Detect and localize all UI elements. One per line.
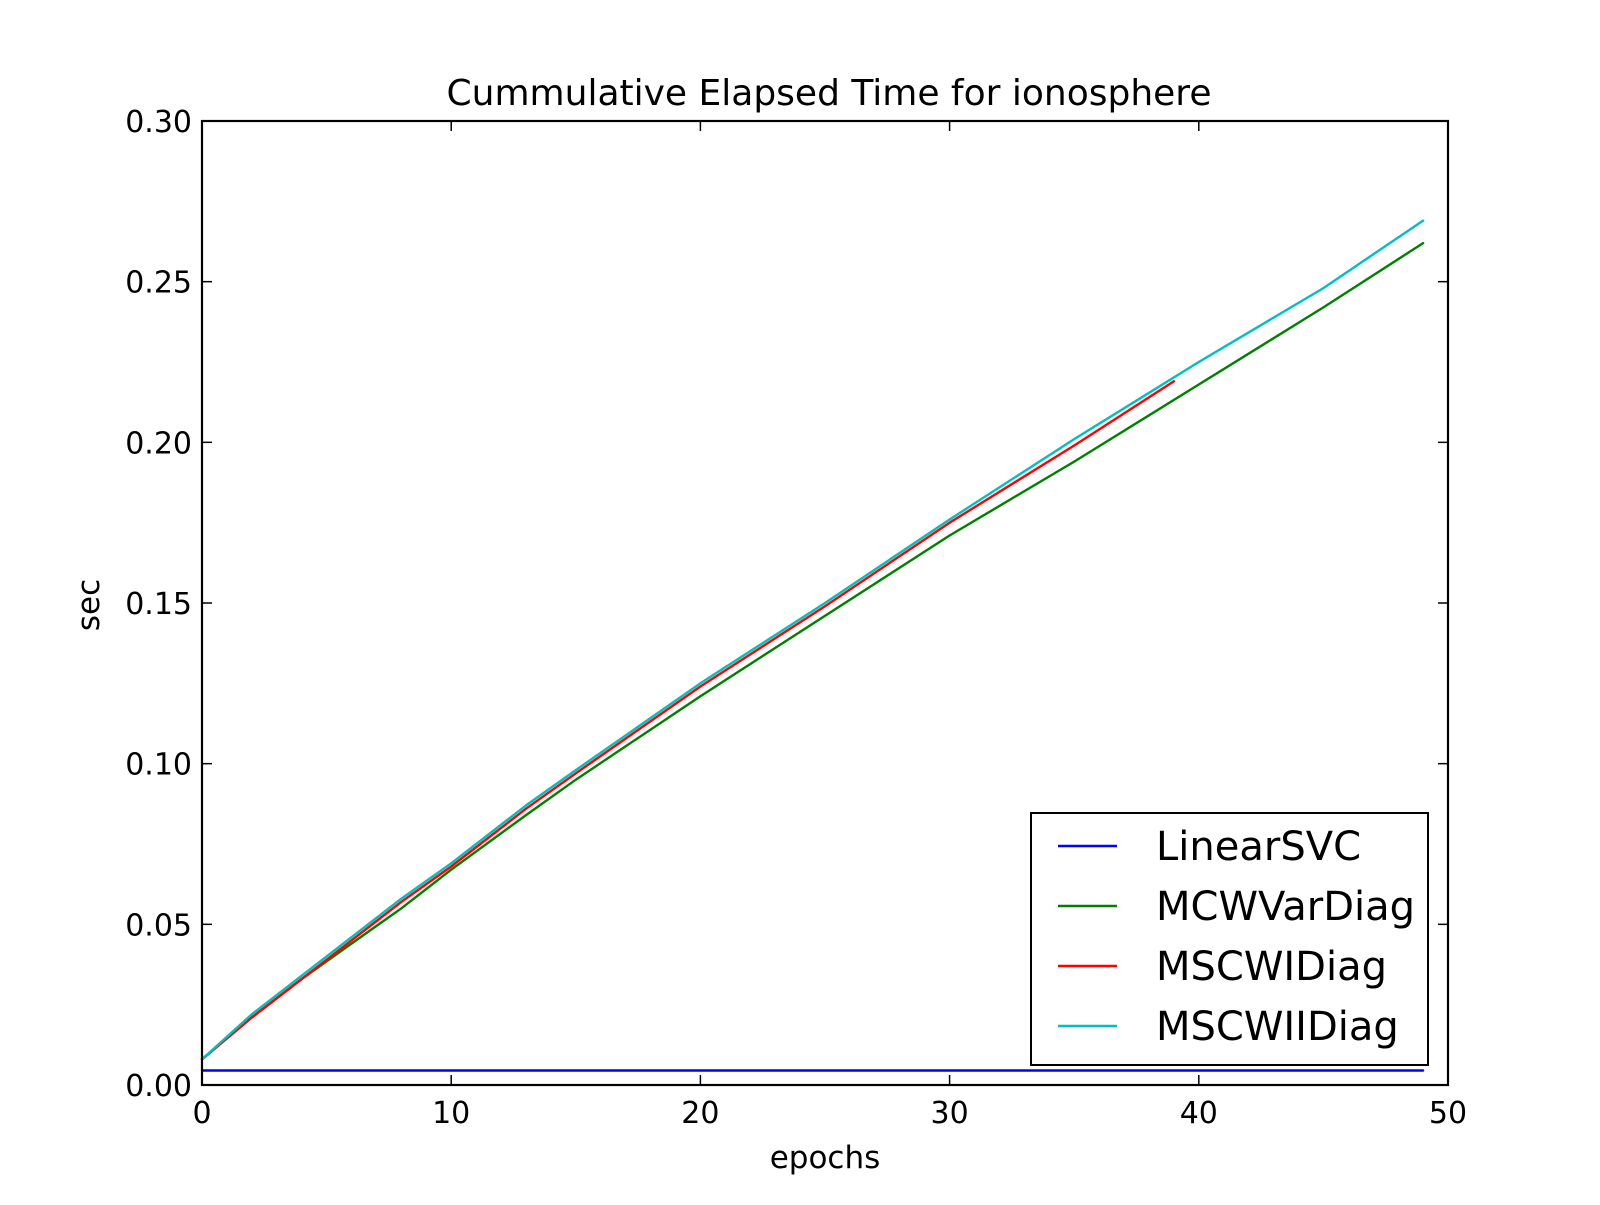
legend-label: MCWVarDiag [1156, 884, 1415, 930]
y-tick-label: 0.05 [125, 908, 192, 943]
chart-title: Cummulative Elapsed Time for ionosphere [447, 73, 1212, 114]
y-tick-label: 0.20 [125, 426, 192, 461]
x-tick-label: 20 [681, 1096, 719, 1131]
series-line-mscwiidiag [200, 219, 1425, 1061]
legend: LinearSVC MCWVarDiag MSCWIDiag MSCWIIDiag [1030, 812, 1429, 1066]
x-tick-label: 0 [192, 1096, 211, 1131]
y-tick-label: 0.15 [125, 587, 192, 622]
x-axis-label: epochs [770, 1140, 881, 1176]
x-tick-label: 50 [1429, 1096, 1467, 1131]
y-axis-ticks: 0.00 0.05 0.10 0.15 0.20 0.25 0.30 [125, 105, 1448, 1104]
y-tick-label: 0.10 [125, 748, 192, 783]
series-layer [200, 219, 1425, 1072]
legend-label: MSCWIDiag [1156, 944, 1387, 990]
y-tick-label: 0.00 [125, 1069, 192, 1104]
legend-label: LinearSVC [1156, 824, 1361, 870]
legend-box [1030, 812, 1429, 1066]
legend-label: MSCWIIDiag [1156, 1004, 1399, 1050]
y-tick-label: 0.25 [125, 266, 192, 301]
x-tick-label: 40 [1180, 1096, 1218, 1131]
plot-frame [200, 119, 1450, 1087]
series-line-mscwidiag [200, 380, 1176, 1061]
x-axis-ticks: 0 10 20 30 40 50 [192, 121, 1467, 1131]
x-tick-label: 10 [432, 1096, 470, 1131]
x-tick-label: 30 [931, 1096, 969, 1131]
y-axis-label: sec [71, 579, 107, 631]
y-tick-label: 0.30 [125, 105, 192, 140]
